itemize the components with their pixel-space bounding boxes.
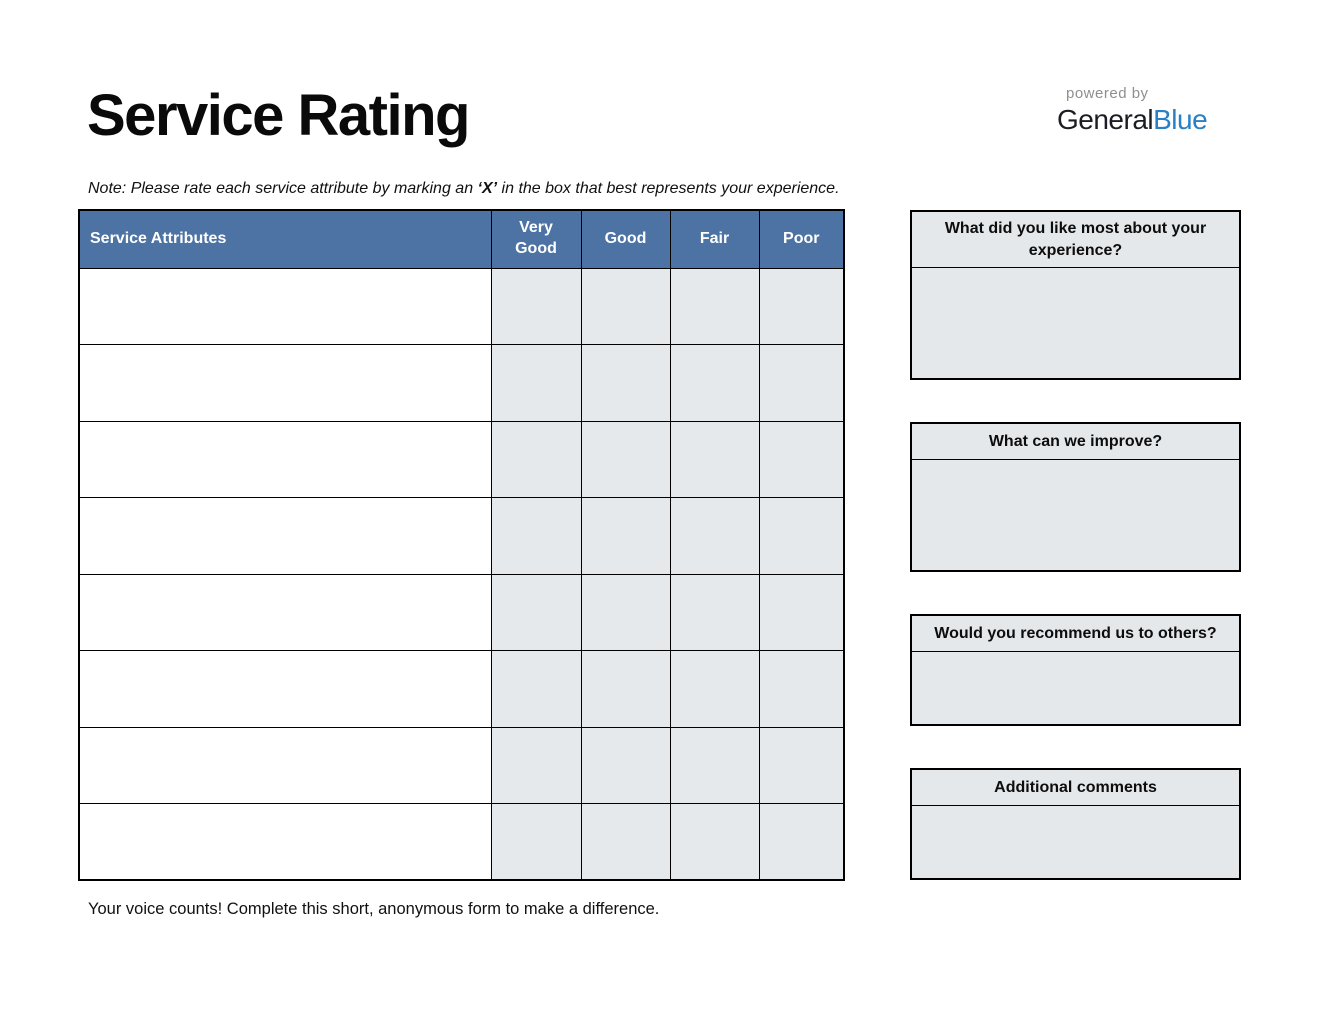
brand-general-text: General — [1057, 104, 1154, 135]
feedback-box-input[interactable] — [912, 268, 1239, 378]
rating-mark-cell[interactable] — [580, 573, 671, 651]
column-header-very-good: Very Good — [490, 209, 582, 269]
rating-mark-cell[interactable] — [669, 497, 760, 575]
rating-mark-cell[interactable] — [758, 267, 845, 345]
rating-mark-cell[interactable] — [490, 497, 582, 575]
rating-mark-cell[interactable] — [490, 420, 582, 498]
column-header-service-attributes: Service Attributes — [78, 209, 492, 269]
feedback-box-input[interactable] — [912, 652, 1239, 724]
feedback-box-input[interactable] — [912, 460, 1239, 570]
table-row — [78, 803, 845, 881]
rating-mark-cell[interactable] — [669, 803, 760, 881]
table-row — [78, 267, 845, 345]
brand-wordmark: GeneralBlue — [1057, 104, 1217, 136]
feedback-box-additional-comments: Additional comments — [910, 768, 1241, 880]
rating-mark-cell[interactable] — [758, 803, 845, 881]
rating-mark-cell[interactable] — [669, 650, 760, 728]
feedback-box-improve: What can we improve? — [910, 422, 1241, 572]
rating-mark-cell[interactable] — [758, 573, 845, 651]
attribute-name-cell[interactable] — [78, 497, 492, 575]
feedback-box-liked-most: What did you like most about your experi… — [910, 210, 1241, 380]
rating-mark-cell[interactable] — [669, 344, 760, 422]
rating-mark-cell[interactable] — [758, 650, 845, 728]
rating-mark-cell[interactable] — [580, 344, 671, 422]
rating-table-body — [78, 267, 845, 881]
rating-table-header: Service Attributes Very Good Good Fair P… — [78, 209, 845, 269]
rating-mark-cell[interactable] — [580, 267, 671, 345]
attribute-name-cell[interactable] — [78, 344, 492, 422]
header-row: Service Attributes Very Good Good Fair P… — [78, 209, 845, 269]
feedback-box-recommend: Would you recommend us to others? — [910, 614, 1241, 726]
table-row — [78, 497, 845, 575]
table-row — [78, 573, 845, 651]
attribute-name-cell[interactable] — [78, 267, 492, 345]
feedback-box-label: Would you recommend us to others? — [912, 616, 1239, 652]
rating-mark-cell[interactable] — [669, 726, 760, 804]
instruction-note: Note: Please rate each service attribute… — [88, 180, 840, 198]
attribute-name-cell[interactable] — [78, 803, 492, 881]
rating-mark-cell[interactable] — [669, 573, 760, 651]
rating-mark-cell[interactable] — [580, 726, 671, 804]
brand-blue-text: Blue — [1153, 104, 1208, 135]
instruction-note-prefix: Note: Please rate each service attribute… — [88, 180, 478, 197]
page-title: Service Rating — [87, 83, 470, 148]
rating-mark-cell[interactable] — [669, 267, 760, 345]
table-row — [78, 344, 845, 422]
attribute-name-cell[interactable] — [78, 573, 492, 651]
rating-mark-cell[interactable] — [490, 803, 582, 881]
feedback-box-label: What can we improve? — [912, 424, 1239, 460]
feedback-box-label: Additional comments — [912, 770, 1239, 806]
rating-mark-cell[interactable] — [580, 497, 671, 575]
rating-mark-cell[interactable] — [758, 726, 845, 804]
rating-mark-cell[interactable] — [669, 420, 760, 498]
rating-mark-cell[interactable] — [758, 420, 845, 498]
rating-mark-cell[interactable] — [490, 573, 582, 651]
instruction-note-x: ‘X’ — [477, 180, 498, 197]
rating-mark-cell[interactable] — [490, 344, 582, 422]
rating-mark-cell[interactable] — [490, 267, 582, 345]
rating-mark-cell[interactable] — [490, 726, 582, 804]
brand-logo: powered by GeneralBlue — [1057, 85, 1217, 136]
table-row — [78, 650, 845, 728]
column-header-fair: Fair — [669, 209, 760, 269]
table-row — [78, 420, 845, 498]
rating-table: Service Attributes Very Good Good Fair P… — [78, 209, 845, 881]
rating-mark-cell[interactable] — [490, 650, 582, 728]
attribute-name-cell[interactable] — [78, 420, 492, 498]
rating-mark-cell[interactable] — [758, 344, 845, 422]
column-header-poor: Poor — [758, 209, 845, 269]
table-row — [78, 726, 845, 804]
rating-mark-cell[interactable] — [580, 803, 671, 881]
rating-mark-cell[interactable] — [580, 420, 671, 498]
powered-by-label: powered by — [1066, 85, 1149, 102]
feedback-box-label: What did you like most about your experi… — [912, 212, 1239, 268]
attribute-name-cell[interactable] — [78, 650, 492, 728]
footer-note: Your voice counts! Complete this short, … — [88, 900, 660, 918]
rating-mark-cell[interactable] — [580, 650, 671, 728]
rating-mark-cell[interactable] — [758, 497, 845, 575]
feedback-box-input[interactable] — [912, 806, 1239, 878]
column-header-good: Good — [580, 209, 671, 269]
instruction-note-suffix: in the box that best represents your exp… — [497, 180, 840, 197]
attribute-name-cell[interactable] — [78, 726, 492, 804]
